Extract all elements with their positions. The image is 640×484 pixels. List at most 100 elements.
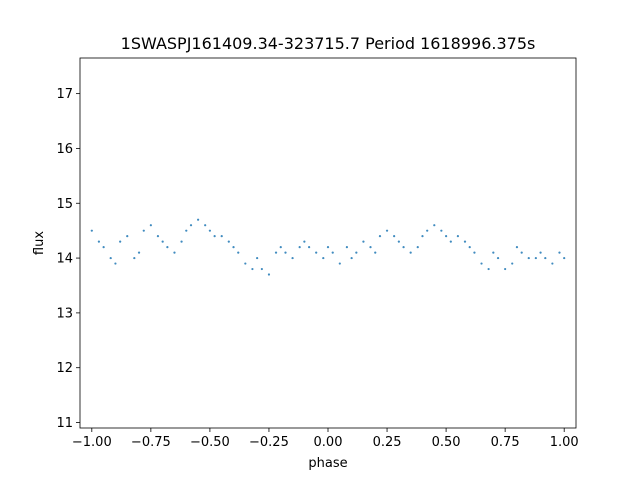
x-tick-label: −0.25 (249, 435, 289, 450)
data-point (520, 251, 523, 254)
x-tick-label: −1.00 (72, 435, 112, 450)
data-point (449, 240, 452, 243)
data-point (232, 246, 235, 249)
data-point (142, 229, 145, 232)
y-tick-label: 13 (56, 306, 73, 321)
data-point (298, 246, 301, 249)
data-point (227, 240, 230, 243)
data-point (322, 256, 325, 260)
data-points (90, 218, 566, 276)
data-point (456, 235, 459, 238)
x-tick-label: 1.00 (550, 435, 579, 450)
y-tick-label: 15 (56, 197, 73, 212)
data-point (303, 240, 306, 243)
data-point (274, 251, 278, 254)
data-point (90, 229, 93, 232)
data-point (426, 229, 429, 232)
data-point (496, 256, 500, 260)
data-point (378, 235, 382, 238)
data-point (374, 251, 377, 254)
data-point (251, 267, 254, 271)
data-point (180, 240, 183, 243)
data-point (409, 251, 412, 254)
y-tick-label: 11 (56, 416, 73, 431)
data-point (397, 240, 400, 243)
data-point (284, 251, 287, 254)
data-point (189, 224, 193, 227)
x-tick-label: −0.75 (131, 435, 171, 450)
y-tick-label: 16 (56, 142, 73, 157)
data-point (315, 251, 318, 254)
data-point (515, 246, 519, 249)
x-tick-label: 0.25 (373, 435, 402, 450)
data-point (511, 262, 514, 265)
data-point (473, 251, 476, 254)
data-point (220, 235, 223, 238)
data-point (197, 218, 200, 221)
data-point (331, 251, 334, 254)
data-point (463, 240, 467, 243)
data-point (149, 224, 152, 227)
data-point (102, 246, 105, 249)
x-axis-label: phase (308, 456, 347, 471)
data-point (161, 240, 164, 243)
data-point (369, 246, 372, 249)
data-point (433, 224, 436, 227)
data-point (137, 251, 141, 254)
data-point (338, 262, 341, 265)
data-point (208, 229, 211, 232)
chart-title: 1SWASPJ161409.34-323715.7 Period 1618996… (121, 34, 536, 53)
data-point (393, 235, 396, 238)
data-point (551, 262, 554, 265)
data-point (492, 251, 495, 254)
data-point (326, 246, 330, 249)
data-point (345, 246, 348, 249)
x-tick-label: 0.75 (491, 435, 520, 450)
data-point (267, 273, 271, 276)
x-tick-label: −0.50 (190, 435, 230, 450)
data-point (133, 256, 136, 260)
data-point (156, 235, 160, 238)
y-tick-label: 12 (56, 361, 73, 376)
x-tick-label: 0.00 (314, 435, 343, 450)
data-point (445, 235, 448, 238)
data-point (308, 246, 311, 249)
data-point (487, 267, 490, 271)
data-point (166, 246, 169, 249)
y-tick-label: 14 (56, 252, 73, 267)
data-point (114, 262, 117, 265)
data-point (126, 235, 129, 238)
x-tick-label: 0.50 (432, 435, 461, 450)
y-axis: 11 12 13 14 15 16 17 (56, 87, 80, 431)
data-point (421, 235, 424, 238)
data-point (527, 256, 530, 260)
data-point (204, 224, 207, 227)
data-point (279, 246, 282, 249)
data-point (97, 240, 100, 243)
data-point (544, 256, 547, 260)
data-point (385, 229, 389, 232)
y-axis-label: flux (32, 231, 47, 255)
data-point (355, 251, 358, 254)
data-point (119, 240, 122, 243)
data-point (468, 246, 471, 249)
data-point (260, 267, 263, 271)
data-point (504, 267, 507, 271)
data-point (480, 262, 483, 265)
y-tick-label: 17 (56, 87, 73, 102)
data-point (291, 256, 294, 260)
data-point (213, 235, 216, 238)
data-point (362, 240, 365, 243)
data-point (440, 229, 443, 232)
data-point (563, 256, 566, 260)
data-point (185, 229, 188, 232)
data-point (237, 251, 240, 254)
data-point (109, 256, 112, 260)
data-point (534, 256, 537, 260)
data-point (244, 262, 247, 265)
data-point (350, 256, 353, 260)
data-point (416, 246, 419, 249)
